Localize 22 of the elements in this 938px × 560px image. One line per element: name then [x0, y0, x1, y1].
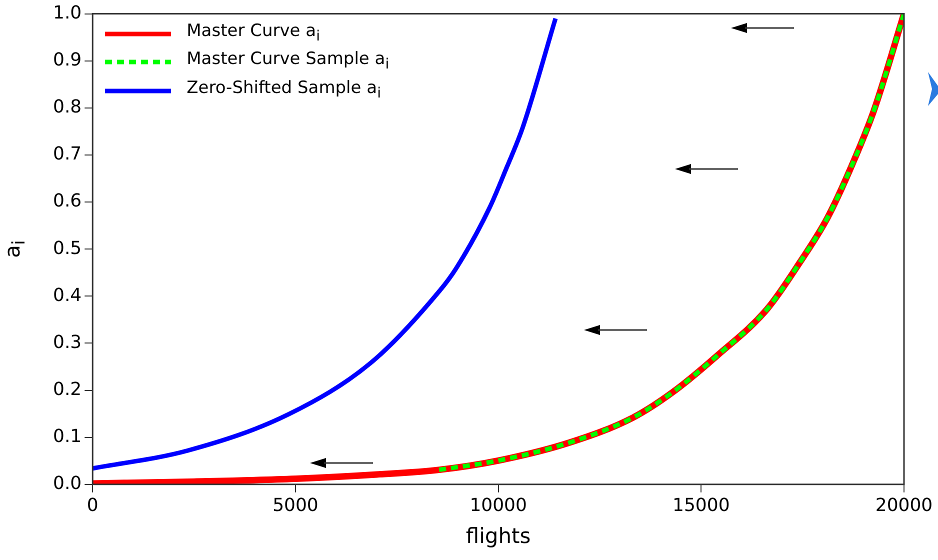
x-tick-label: 15000 [672, 494, 730, 516]
x-tick-label: 20000 [875, 494, 933, 516]
y-tick-label: 0.3 [52, 332, 82, 353]
x-axis-title: flights [464, 524, 532, 548]
legend-label: Zero-Shifted Sample a$_{i}$ [186, 76, 381, 103]
y-tick-label: 0.8 [52, 96, 82, 118]
y-tick-label: 1.0 [52, 2, 82, 24]
y-tick-label: 0.6 [52, 190, 82, 212]
x-tick-label: 5000 [272, 494, 318, 516]
y-tick-label: 0.7 [52, 144, 82, 165]
x-tick-label: 10000 [470, 494, 527, 516]
y-tick-label: 0.1 [52, 426, 82, 448]
y-tick-label: 0.5 [52, 238, 82, 259]
y-tick-label: 0.2 [52, 378, 82, 400]
line-series [436, 14, 904, 472]
legend-label: Master Curve a$_{i}$ [186, 20, 320, 46]
x-tick-label: 0 [86, 494, 98, 516]
y-tick-label: 0.0 [52, 473, 82, 494]
y-tick-label: 0.9 [52, 50, 82, 71]
legend-label: Master Curve Sample a$_{i}$ [186, 48, 390, 75]
y-tick-label: 0.4 [52, 284, 82, 306]
line-series [92, 16, 558, 471]
